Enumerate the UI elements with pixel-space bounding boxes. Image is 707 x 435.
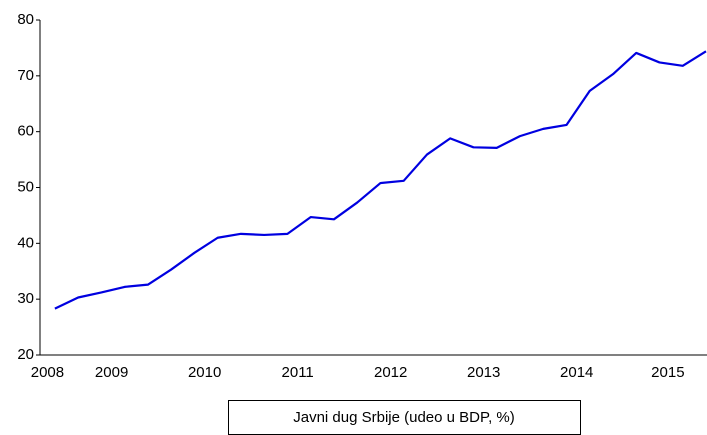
x-tick-label: 2012 bbox=[374, 364, 407, 381]
y-tick-label: 30 bbox=[17, 290, 34, 307]
y-tick-label: 50 bbox=[17, 178, 34, 195]
y-tick-label: 20 bbox=[17, 346, 34, 363]
y-tick-label: 60 bbox=[17, 123, 34, 140]
legend-box bbox=[228, 400, 581, 435]
x-tick-label: 2009 bbox=[95, 364, 128, 381]
x-tick-label: 2015 bbox=[651, 364, 684, 381]
x-tick-label: 2011 bbox=[282, 364, 314, 381]
data-line bbox=[54, 50, 707, 310]
y-tick-label: 80 bbox=[17, 11, 34, 28]
x-tick-label: 2010 bbox=[188, 364, 221, 381]
x-tick-label: 2008 bbox=[31, 364, 64, 381]
legend-label: Javni dug Srbije (udeo u BDP, %) bbox=[293, 409, 515, 426]
x-tick-label: 2013 bbox=[467, 364, 500, 381]
y-tick-label: 40 bbox=[17, 234, 34, 251]
y-tick-label: 70 bbox=[17, 67, 34, 84]
x-tick-label: 2014 bbox=[560, 364, 593, 381]
